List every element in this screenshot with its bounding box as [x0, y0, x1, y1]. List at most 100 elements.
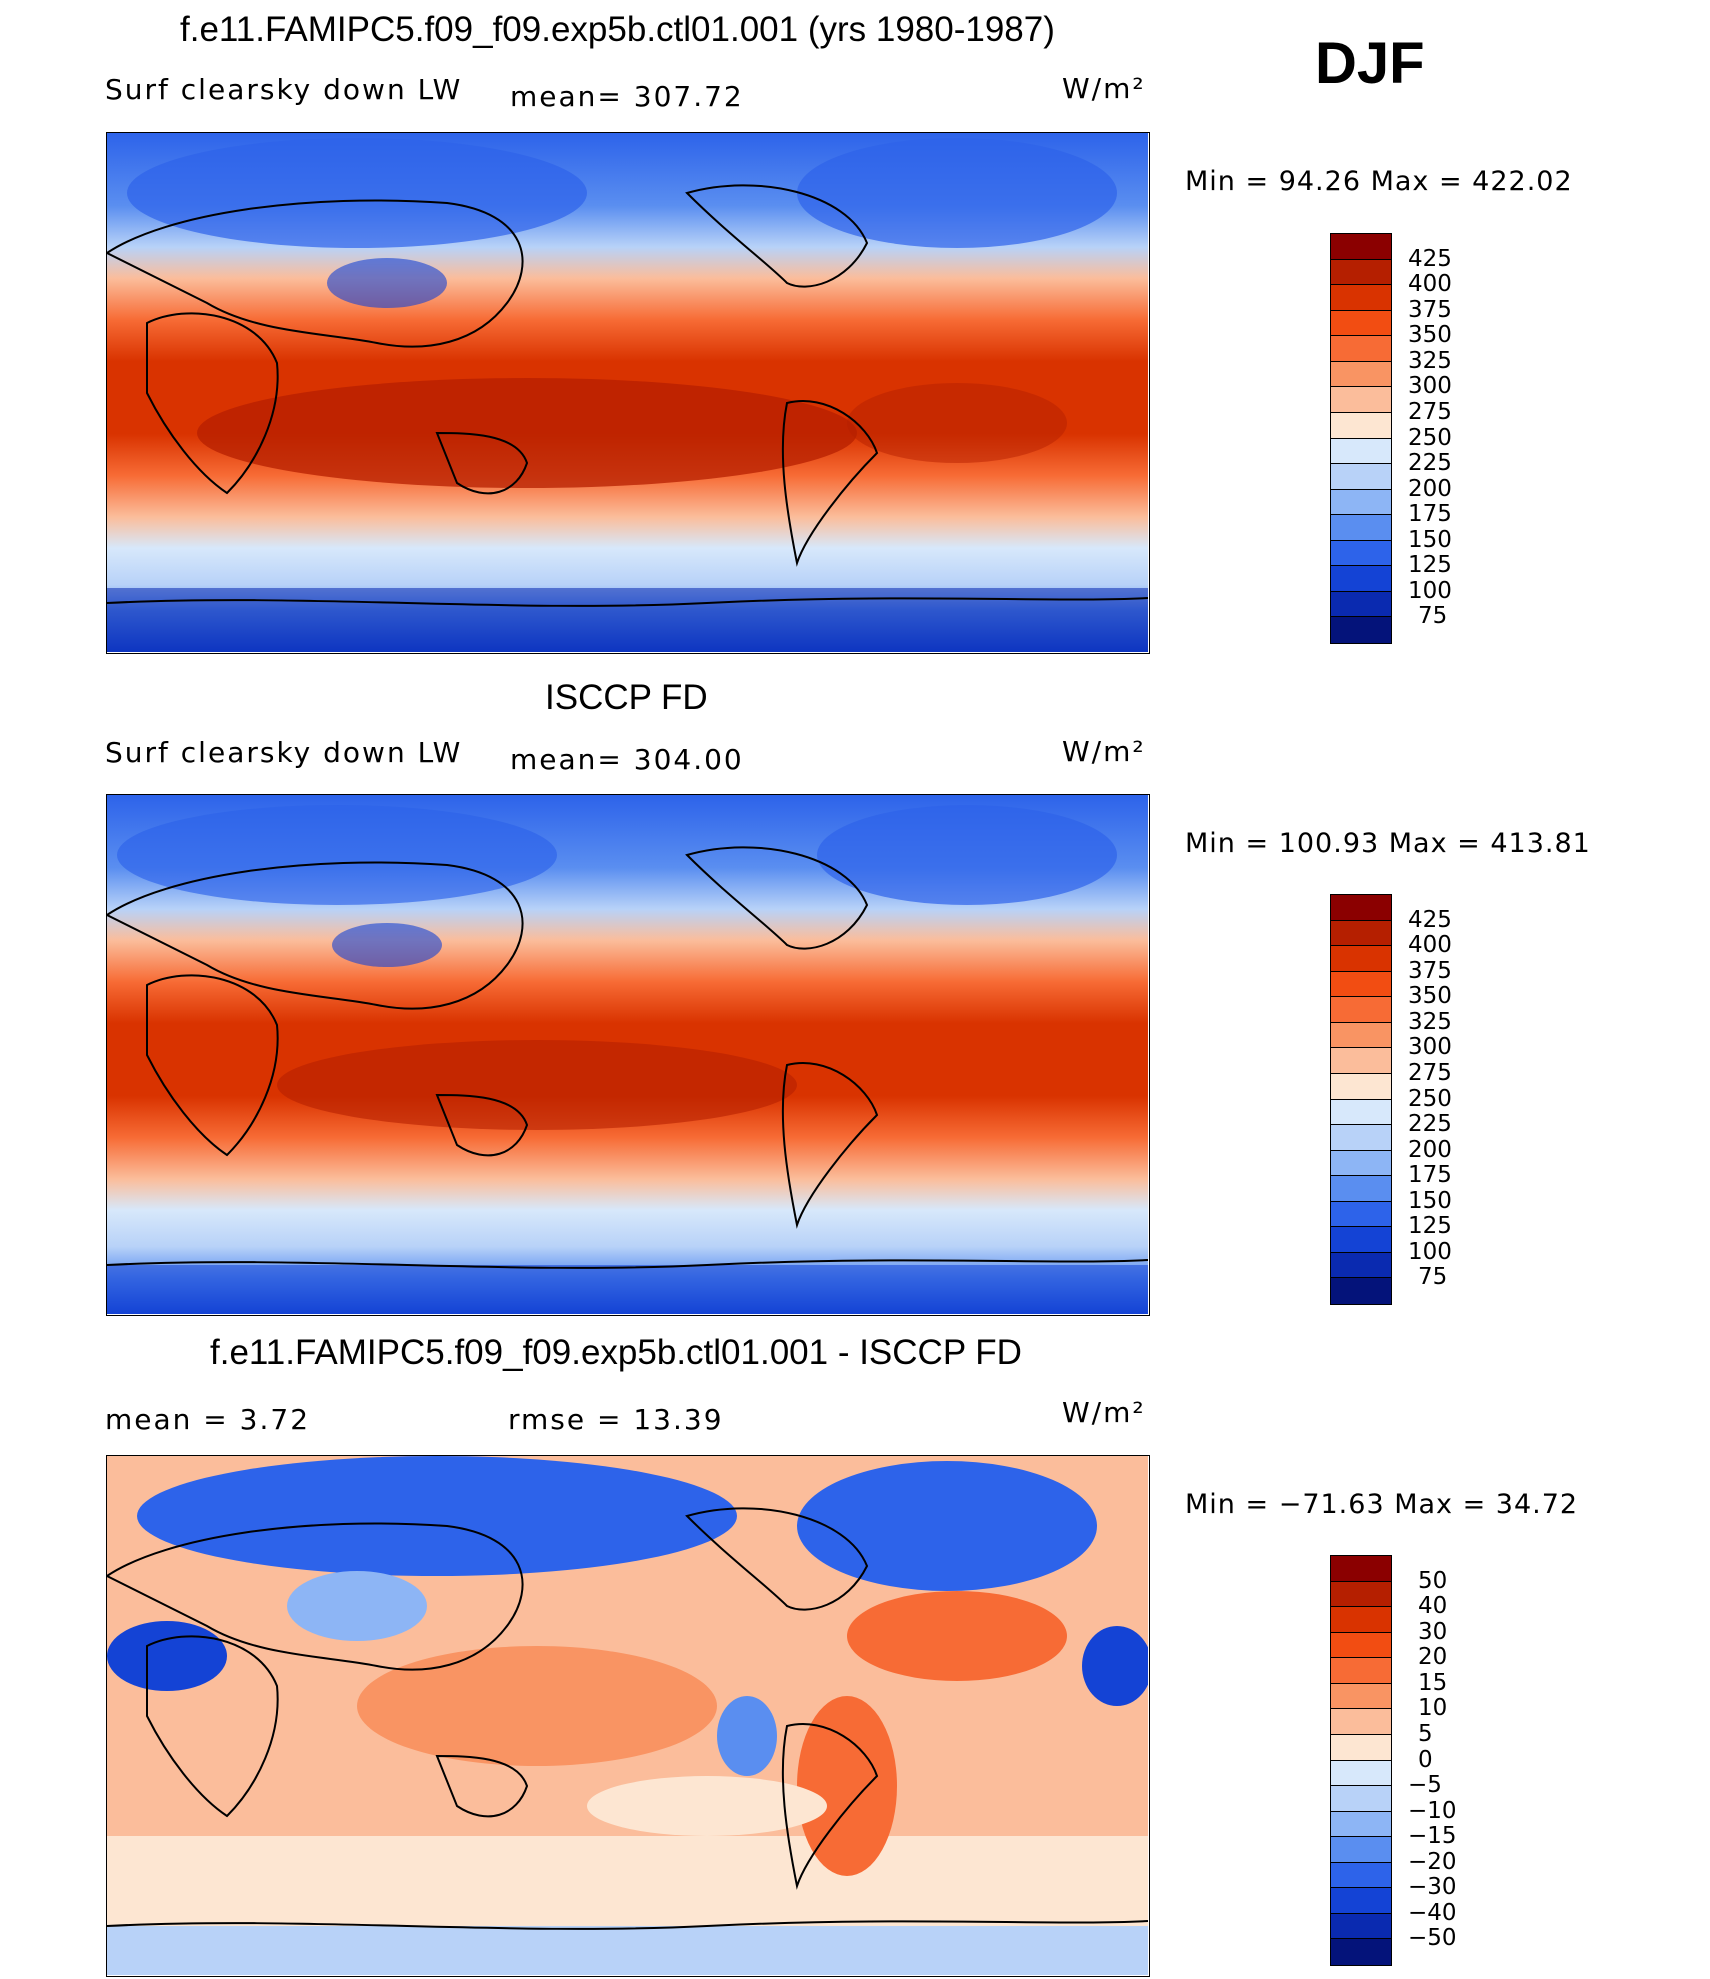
colorbar-tick-label: 100 [1408, 577, 1452, 604]
colorbar-segment [1331, 1073, 1391, 1100]
colorbar-tick-label: 375 [1408, 296, 1452, 323]
panel-2-colorbar [1330, 894, 1392, 1305]
panel-2-colorbar-labels: 425 400 375 350 325 300 275 250 225 200 175 150 125 1… [1408, 894, 1488, 1305]
colorbar-segment [1331, 1811, 1391, 1838]
colorbar-segment [1331, 1760, 1391, 1787]
colorbar-segment [1331, 515, 1391, 541]
colorbar-segment [1331, 1227, 1391, 1253]
colorbar-segment [1331, 1709, 1391, 1735]
panel-3-title: f.e11.FAMIPC5.f09_f09.exp5b.ctl01.001 - … [210, 1333, 1022, 1372]
season-label: DJF [1315, 31, 1425, 96]
colorbar-segment [1331, 336, 1391, 362]
colorbar-segment [1331, 566, 1391, 592]
colorbar-segment [1331, 617, 1391, 643]
colorbar-tick-label: 325 [1408, 1008, 1452, 1035]
colorbar-tick-label: −20 [1408, 1848, 1457, 1875]
colorbar-segment [1331, 1939, 1391, 1965]
colorbar-tick-label: −10 [1408, 1797, 1457, 1824]
colorbar-tick-label: 75 [1418, 603, 1448, 630]
colorbar-segment [1331, 591, 1391, 618]
colorbar-tick-label: 50 [1418, 1567, 1448, 1594]
colorbar-tick-label: 425 [1408, 245, 1452, 272]
colorbar-tick-label: 30 [1418, 1618, 1448, 1645]
colorbar-segment [1331, 1734, 1391, 1761]
colorbar-tick-label: 150 [1408, 1187, 1452, 1214]
colorbar-tick-label: 175 [1408, 501, 1452, 528]
colorbar-segment [1331, 387, 1391, 413]
panel-2-minmax: Min = 100.93 Max = 413.81 [1185, 828, 1591, 859]
colorbar-segment [1331, 920, 1391, 947]
colorbar-tick-label: 125 [1408, 552, 1452, 579]
colorbar-segment [1331, 1607, 1391, 1633]
colorbar-tick-label: −40 [1408, 1899, 1457, 1926]
colorbar-tick-label: 325 [1408, 347, 1452, 374]
colorbar-segment [1331, 438, 1391, 465]
panel-1-title: f.e11.FAMIPC5.f09_f09.exp5b.ctl01.001 (y… [180, 10, 1055, 49]
panel-3-units: W/m² [1062, 1396, 1146, 1429]
panel-1-map [106, 132, 1150, 654]
colorbar-segment [1331, 997, 1391, 1023]
colorbar-segment [1331, 1837, 1391, 1863]
panel-1-mean-label: mean= 307.72 [510, 80, 744, 113]
colorbar-tick-label: −15 [1408, 1823, 1457, 1850]
panel-2-mean-label: mean= 304.00 [510, 743, 744, 776]
colorbar-segment [1331, 1201, 1391, 1228]
colorbar-tick-label: −5 [1408, 1772, 1442, 1799]
colorbar-segment [1331, 946, 1391, 972]
colorbar-tick-label: 300 [1408, 1034, 1452, 1061]
colorbar-tick-label: 175 [1408, 1162, 1452, 1189]
colorbar-segment [1331, 1176, 1391, 1202]
panel-3-colorbar-labels: 50 40 30 20 15 10 5 0 −5 −10 −15 −20 −30 −40 −50 [1408, 1555, 1488, 1966]
colorbar-segment [1331, 1022, 1391, 1049]
colorbar-segment [1331, 464, 1391, 490]
colorbar-tick-label: 375 [1408, 957, 1452, 984]
colorbar-tick-label: 20 [1418, 1644, 1448, 1671]
colorbar-segment [1331, 1278, 1391, 1304]
colorbar-tick-label: 150 [1408, 526, 1452, 553]
colorbar-segment [1331, 1150, 1391, 1177]
colorbar-tick-label: −30 [1408, 1874, 1457, 1901]
colorbar-tick-label: 350 [1408, 983, 1452, 1010]
colorbar-segment [1331, 1252, 1391, 1279]
colorbar-tick-label: 225 [1408, 1111, 1452, 1138]
colorbar-tick-label: 75 [1418, 1264, 1448, 1291]
colorbar-tick-label: 0 [1418, 1746, 1433, 1773]
colorbar-segment [1331, 1683, 1391, 1710]
colorbar-segment [1331, 361, 1391, 388]
colorbar-tick-label: 100 [1408, 1238, 1452, 1265]
colorbar-segment [1331, 1862, 1391, 1889]
panel-1-colorbar-labels: 425 400 375 350 325 300 275 250 225 200 175 150 125 1… [1408, 233, 1488, 644]
colorbar-segment [1331, 1632, 1391, 1659]
panel-2-map [106, 794, 1150, 1316]
colorbar-tick-label: 300 [1408, 373, 1452, 400]
colorbar-tick-label: 200 [1408, 1136, 1452, 1163]
colorbar-segment [1331, 895, 1391, 921]
colorbar-segment [1331, 1658, 1391, 1684]
panel-2-variable-label: Surf clearsky down LW [105, 736, 463, 769]
colorbar-tick-label: 15 [1418, 1669, 1448, 1696]
panel-1-minmax: Min = 94.26 Max = 422.02 [1185, 166, 1573, 197]
colorbar-tick-label: 200 [1408, 475, 1452, 502]
colorbar-tick-label: −50 [1408, 1925, 1457, 1952]
panel-3-mean-label: mean = 3.72 [105, 1403, 311, 1436]
panel-1-variable-label: Surf clearsky down LW [105, 73, 463, 106]
colorbar-segment [1331, 1786, 1391, 1812]
colorbar-tick-label: 350 [1408, 322, 1452, 349]
colorbar-tick-label: 425 [1408, 906, 1452, 933]
colorbar-segment [1331, 1556, 1391, 1582]
colorbar-segment [1331, 540, 1391, 567]
panel-1-colorbar [1330, 233, 1392, 644]
colorbar-segment [1331, 1581, 1391, 1608]
colorbar-segment [1331, 234, 1391, 260]
colorbar-tick-label: 400 [1408, 932, 1452, 959]
colorbar-segment [1331, 489, 1391, 516]
panel-1-units: W/m² [1062, 72, 1146, 105]
colorbar-tick-label: 250 [1408, 1085, 1452, 1112]
colorbar-tick-label: 125 [1408, 1213, 1452, 1240]
colorbar-tick-label: 5 [1418, 1720, 1433, 1747]
colorbar-tick-label: 40 [1418, 1593, 1448, 1620]
colorbar-tick-label: 400 [1408, 271, 1452, 298]
colorbar-segment [1331, 1888, 1391, 1914]
panel-3-map [106, 1455, 1150, 1977]
panel-2-title: ISCCP FD [545, 678, 708, 717]
